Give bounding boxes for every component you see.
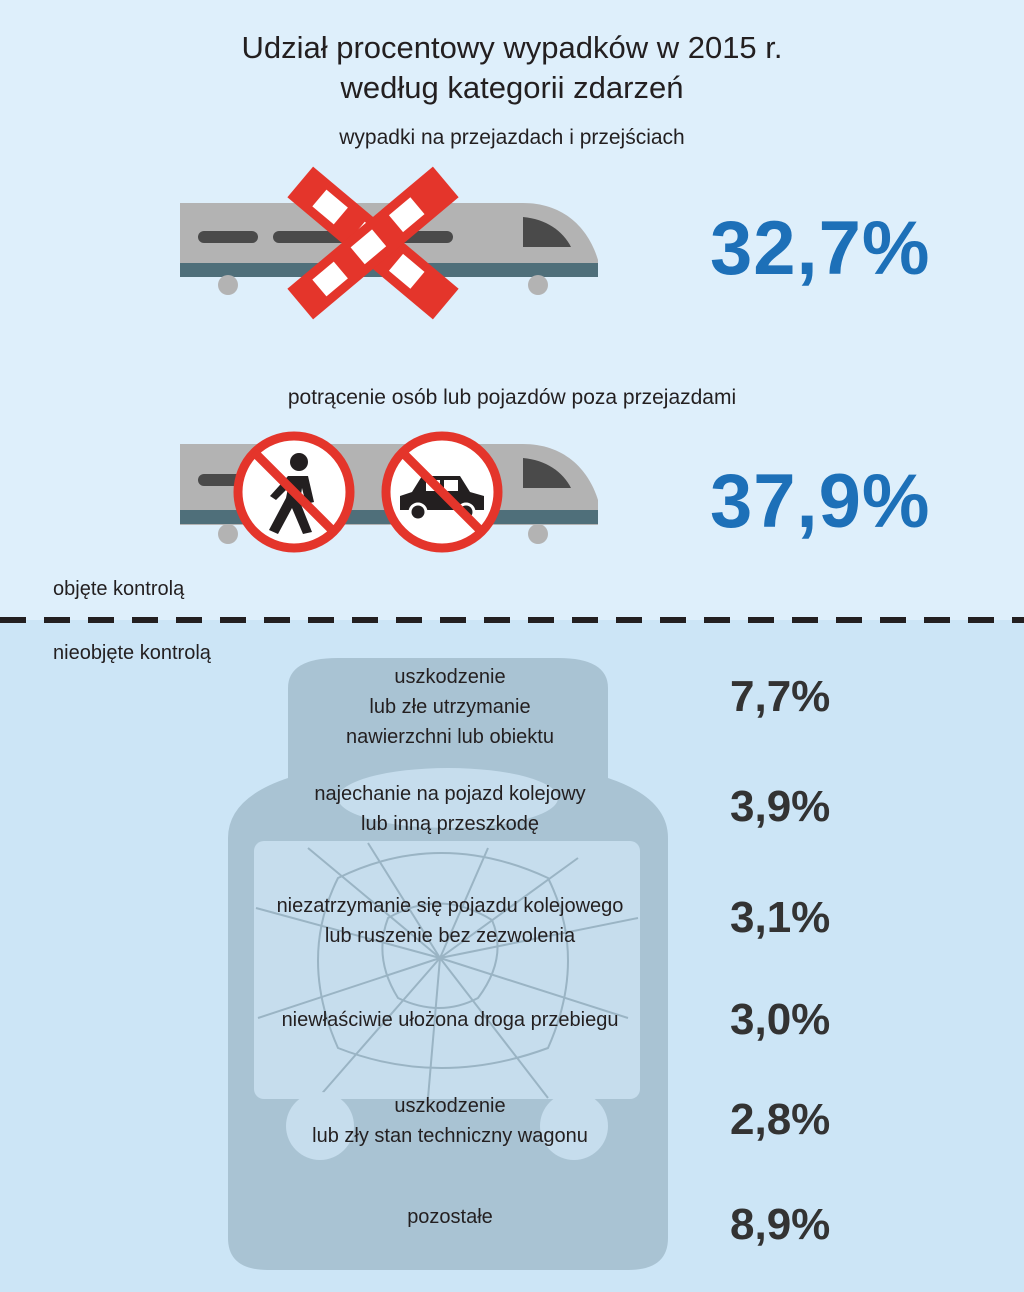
category-label-wagon: uszkodzenie lub zły stan techniczny wago…	[230, 1091, 670, 1151]
label-line: nawierzchni lub obiektu	[346, 726, 554, 748]
category-label-crossings: wypadki na przejazdach i przejściach	[339, 126, 685, 149]
category-label-no-stop: niezatrzymanie się pojazdu kolejowego lu…	[230, 891, 670, 951]
label-line: niewłaściwie ułożona droga przebiegu	[281, 1009, 619, 1031]
value-hits: 37,9%	[710, 459, 931, 544]
label-line: uszkodzenie	[394, 666, 506, 688]
label-line: lub zły stan techniczny wagonu	[312, 1125, 588, 1147]
no-pedestrian-sign-icon	[233, 431, 355, 553]
value-crossings: 32,7%	[710, 206, 931, 291]
label-line: najechanie na pojazd kolejowy	[314, 783, 586, 805]
page-title: Udział procentowy wypadków w 2015 r. wed…	[0, 28, 1024, 108]
category-label-track-damage: uszkodzenie lub złe utrzymanie nawierzch…	[230, 662, 670, 752]
value-route: 3,0%	[730, 995, 831, 1044]
value-track-damage: 7,7%	[730, 672, 831, 721]
value-collision: 3,9%	[730, 782, 831, 831]
train-front-cracked-icon	[228, 658, 668, 1270]
label-line: pozostałe	[407, 1206, 493, 1228]
railway-crossing-icon	[180, 166, 598, 320]
label-line: uszkodzenie	[394, 1095, 506, 1117]
section-divider	[0, 617, 1024, 623]
label-line: lub złe utrzymanie	[369, 696, 531, 718]
no-car-sign-icon	[381, 431, 503, 553]
no-pedestrian-no-car-icon	[180, 431, 598, 553]
label-line: lub ruszenie bez zezwolenia	[324, 925, 576, 947]
category-label-other: pozostałe	[230, 1202, 670, 1232]
value-other: 8,9%	[730, 1200, 831, 1249]
value-no-stop: 3,1%	[730, 893, 831, 942]
category-label-hits: potrącenie osób lub pojazdów poza przeja…	[287, 386, 737, 409]
label-line: lub inną przeszkodę	[361, 813, 539, 835]
value-wagon: 2,8%	[730, 1095, 831, 1144]
category-label-collision: najechanie na pojazd kolejowy lub inną p…	[230, 779, 670, 839]
category-label-route: niewłaściwie ułożona droga przebiegu	[230, 1005, 670, 1035]
title-line-2: według kategorii zdarzeń	[340, 70, 684, 105]
crossing-sign-icon	[287, 166, 459, 320]
label-line: niezatrzymanie się pojazdu kolejowego	[276, 895, 624, 917]
controlled-label: objęte kontrolą	[53, 578, 185, 600]
crack-lines-icon	[255, 842, 639, 1099]
title-line-1: Udział procentowy wypadków w 2015 r.	[241, 30, 783, 65]
uncontrolled-label: nieobjęte kontrolą	[53, 642, 211, 664]
